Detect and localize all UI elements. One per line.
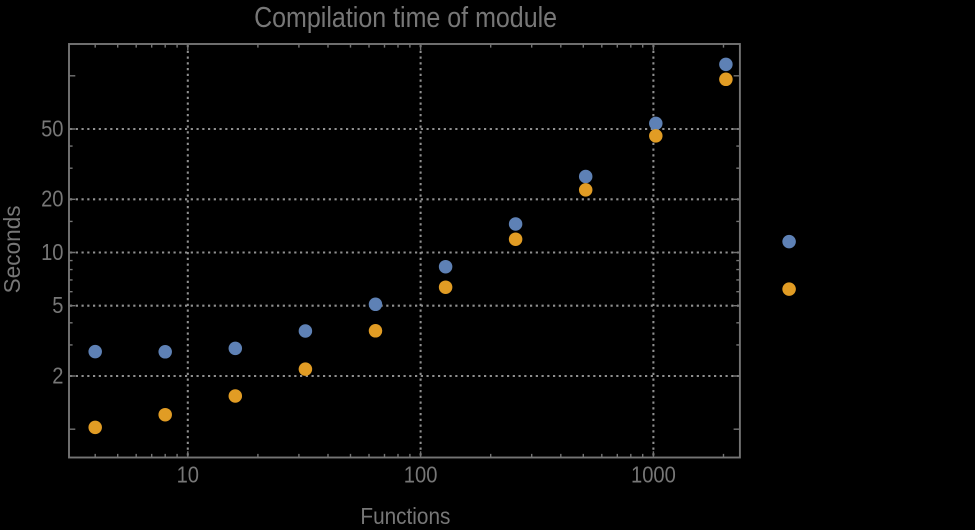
svg-text:Seconds: Seconds [0,205,25,293]
svg-text:Compilation time of module: Compilation time of module [254,2,557,34]
svg-text:10: 10 [177,462,199,488]
svg-text:10: 10 [41,239,63,265]
svg-text:100: 100 [404,462,438,488]
svg-text:20: 20 [41,186,63,212]
svg-text:1000: 1000 [631,462,676,488]
svg-text:Functions: Functions [360,503,450,525]
svg-text:50: 50 [41,115,63,141]
svg-text:5: 5 [52,292,63,318]
svg-text:2: 2 [52,362,63,388]
